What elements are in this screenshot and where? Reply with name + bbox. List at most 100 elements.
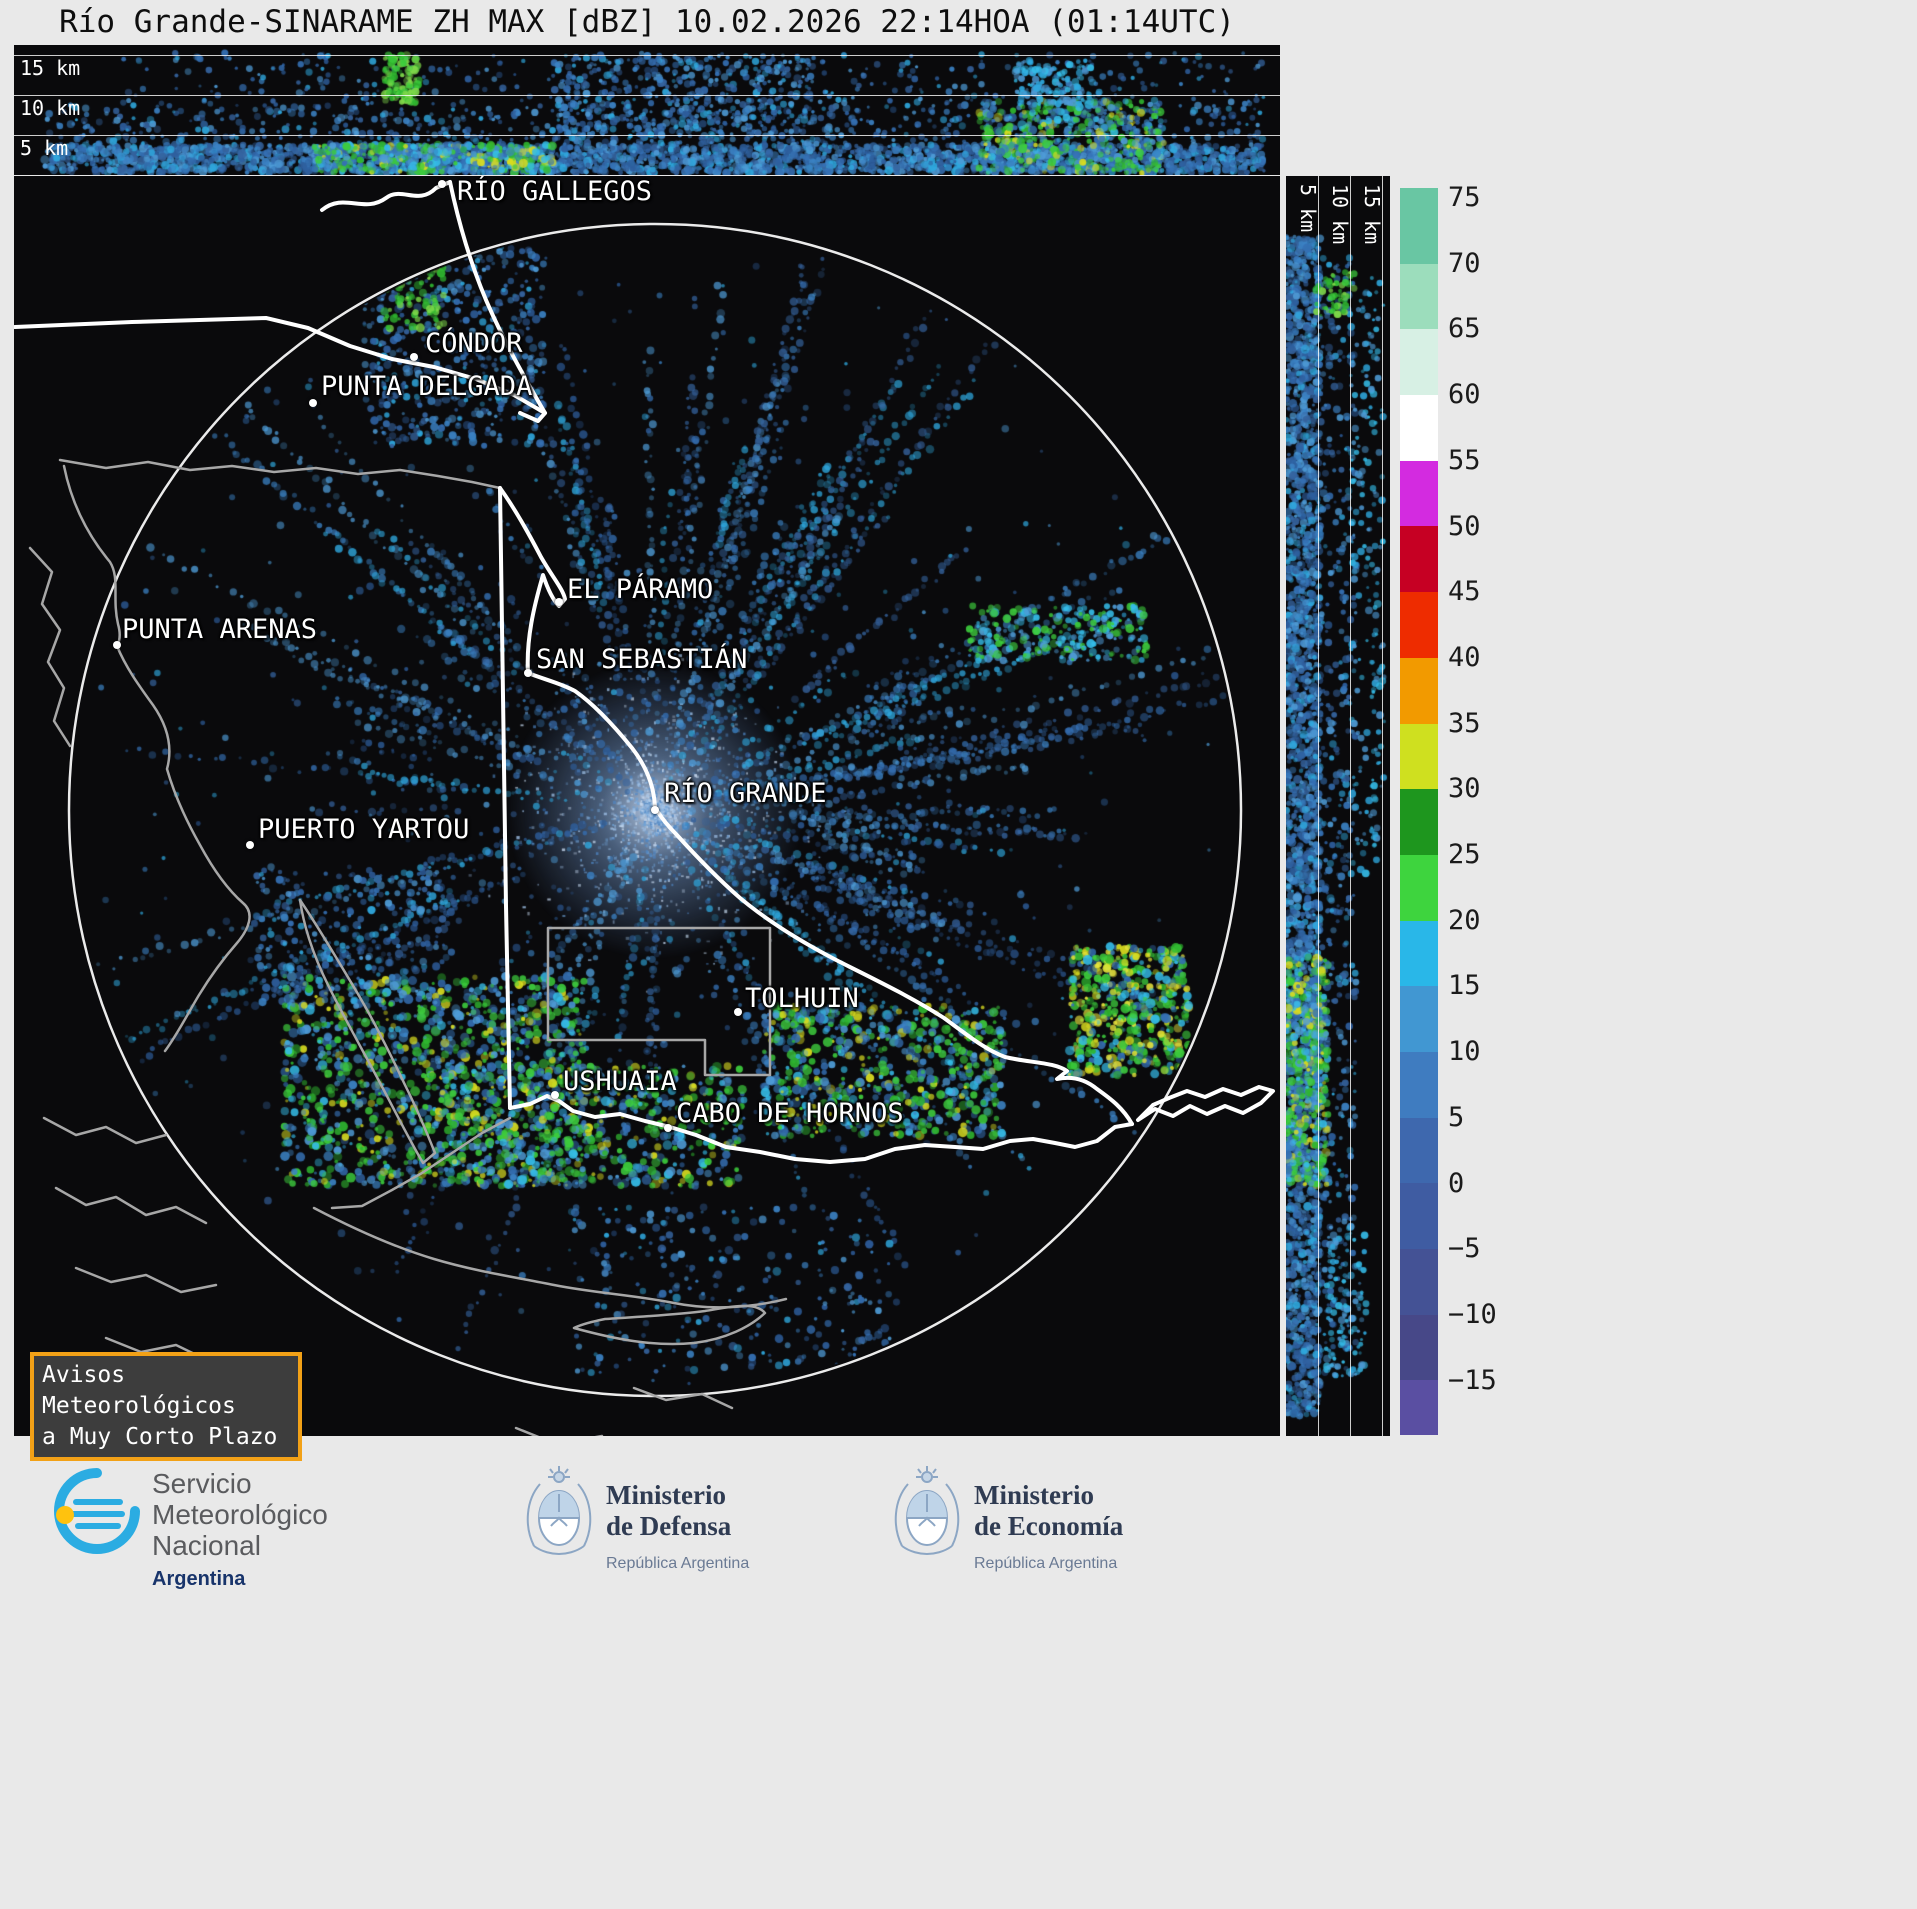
- colorbar-band: [1400, 329, 1438, 396]
- coastline-path: [572, 1304, 767, 1346]
- coastline-path: [546, 926, 772, 1077]
- altitude-line-15km-v: [1382, 176, 1383, 1436]
- city-dot: [664, 1124, 672, 1132]
- economia-coat-of-arms-icon: [890, 1464, 964, 1564]
- city-dot: [734, 1008, 742, 1016]
- top-profile-panel: 15 km 10 km 5 km: [14, 45, 1280, 175]
- coastline-path: [42, 1116, 263, 1419]
- city-label: CÓNDOR: [425, 328, 523, 359]
- colorbar-band: [1400, 198, 1438, 264]
- colorbar-tick-label: −10: [1448, 1298, 1497, 1330]
- altitude-label-15km-v: 15 km: [1360, 184, 1384, 245]
- economia-wordmark: Ministerio de Economía República Argenti…: [974, 1480, 1123, 1579]
- colorbar-band: [1400, 1249, 1438, 1315]
- altitude-label-10km-v: 10 km: [1328, 184, 1352, 245]
- city-label: TOLHUIN: [745, 983, 859, 1014]
- colorbar-tick-label: 70: [1448, 247, 1481, 279]
- coastline-path: [298, 898, 437, 1165]
- city-label: CABO DE HORNOS: [676, 1098, 904, 1129]
- colorbar-band: [1400, 263, 1438, 330]
- smn-line-1: Servicio: [152, 1468, 252, 1499]
- coastline-path: [14, 316, 547, 423]
- colorbar-band: [1400, 592, 1438, 658]
- city-label: PUNTA ARENAS: [122, 614, 318, 645]
- colorbar-band: [1400, 723, 1438, 790]
- coastline-path: [312, 1206, 788, 1309]
- colorbar-tick-label: 75: [1448, 182, 1481, 213]
- defensa-wordmark: Ministerio de Defensa República Argentin…: [606, 1480, 749, 1579]
- coastline-path: [498, 486, 512, 1110]
- colorbar-tick-label: 35: [1448, 707, 1481, 739]
- coastline-path: [58, 458, 502, 490]
- altitude-label-5km: 5 km: [20, 136, 69, 160]
- city-label: PUNTA DELGADA: [321, 371, 533, 402]
- defensa-coat-of-arms-icon: [522, 1464, 596, 1564]
- warning-line-2: a Muy Corto Plazo: [42, 1424, 278, 1450]
- coastline-path: [448, 180, 547, 415]
- city-dot: [551, 1091, 559, 1099]
- altitude-line-5km-v: [1318, 176, 1319, 1436]
- colorbar-tick-label: 25: [1448, 839, 1481, 870]
- colorbar-tick-label: 15: [1448, 970, 1481, 1002]
- colorbar-band: [1400, 460, 1438, 527]
- colorbar: [1400, 188, 1438, 1435]
- altitude-line-15km: [14, 55, 1280, 56]
- coastline-path: [1136, 1085, 1275, 1122]
- colorbar-tick-label: 45: [1448, 576, 1481, 608]
- colorbar-tick-label: −15: [1448, 1364, 1497, 1396]
- colorbar-tick-label: 20: [1448, 904, 1481, 936]
- colorbar-band: [1400, 1117, 1438, 1184]
- altitude-label-15km: 15 km: [20, 56, 81, 80]
- smn-logo-icon: [54, 1468, 140, 1554]
- colorbar-tick-label: 10: [1448, 1036, 1481, 1068]
- colorbar-tick-label: 65: [1448, 313, 1481, 345]
- colorbar-band: [1400, 188, 1438, 198]
- city-label: USHUAIA: [563, 1066, 677, 1097]
- colorbar-band: [1400, 920, 1438, 987]
- colorbar-band: [1400, 789, 1438, 855]
- city-layer: RÍO GALLEGOS CÓNDOR PUNTA DELGADA EL PÁRAMO…: [14, 176, 1280, 1436]
- colorbar-tick-label: 40: [1448, 641, 1481, 673]
- smn-line-3: Nacional: [152, 1530, 261, 1561]
- colorbar-tick-label: −5: [1448, 1233, 1481, 1265]
- altitude-line-5km: [14, 135, 1280, 136]
- city-dot: [410, 353, 418, 361]
- altitude-label-5km-v: 5 km: [1296, 184, 1320, 233]
- city-label: PUERTO YARTOU: [258, 814, 470, 845]
- colorbar-band: [1400, 526, 1438, 593]
- city-label: EL PÁRAMO: [567, 574, 714, 605]
- smn-wordmark: Servicio Meteorológico Nacional Argentin…: [152, 1468, 328, 1595]
- colorbar-bands: [1400, 188, 1438, 1435]
- defensa-line-3: República Argentina: [606, 1555, 750, 1572]
- smn-logo: [52, 1466, 142, 1560]
- colorbar-ticks: 75 70 65 60 55 50 45 40 35 30 25 20 15 10 5 0 −5 −10 −15: [1448, 182, 1538, 1435]
- colorbar-tick-label: 55: [1448, 444, 1481, 476]
- colorbar-band: [1400, 1183, 1438, 1249]
- city-dot: [555, 598, 563, 606]
- colorbar-band: [1400, 1380, 1438, 1435]
- top-profile-canvas: [14, 45, 1280, 175]
- altitude-line-10km-v: [1350, 176, 1351, 1436]
- warning-badge: Avisos Meteorológicos a Muy Corto Plazo: [30, 1352, 302, 1461]
- city-label: RÍO GRANDE: [664, 778, 827, 809]
- colorbar-band: [1400, 395, 1438, 461]
- economia-line-3: República Argentina: [974, 1555, 1118, 1572]
- colorbar-band: [1400, 1051, 1438, 1118]
- city-label: RÍO GALLEGOS: [457, 176, 653, 207]
- coastline-path: [514, 1386, 734, 1436]
- warning-line-1: Avisos Meteorológicos: [42, 1362, 236, 1419]
- right-profile-canvas: [1286, 176, 1390, 1436]
- colorbar-tick-label: 30: [1448, 773, 1481, 805]
- smn-line-2: Meteorológico: [152, 1499, 328, 1530]
- coastline-path: [508, 1094, 1134, 1164]
- city-dot: [651, 806, 659, 814]
- city-dot: [438, 180, 446, 188]
- coastline-path: [498, 486, 1134, 1126]
- altitude-line-10km: [14, 95, 1280, 96]
- defensa-line-2: de Defensa: [606, 1511, 732, 1541]
- city-dot: [524, 669, 532, 677]
- city-dot: [309, 399, 317, 407]
- colorbar-band: [1400, 657, 1438, 724]
- colorbar-tick-label: 0: [1448, 1167, 1465, 1199]
